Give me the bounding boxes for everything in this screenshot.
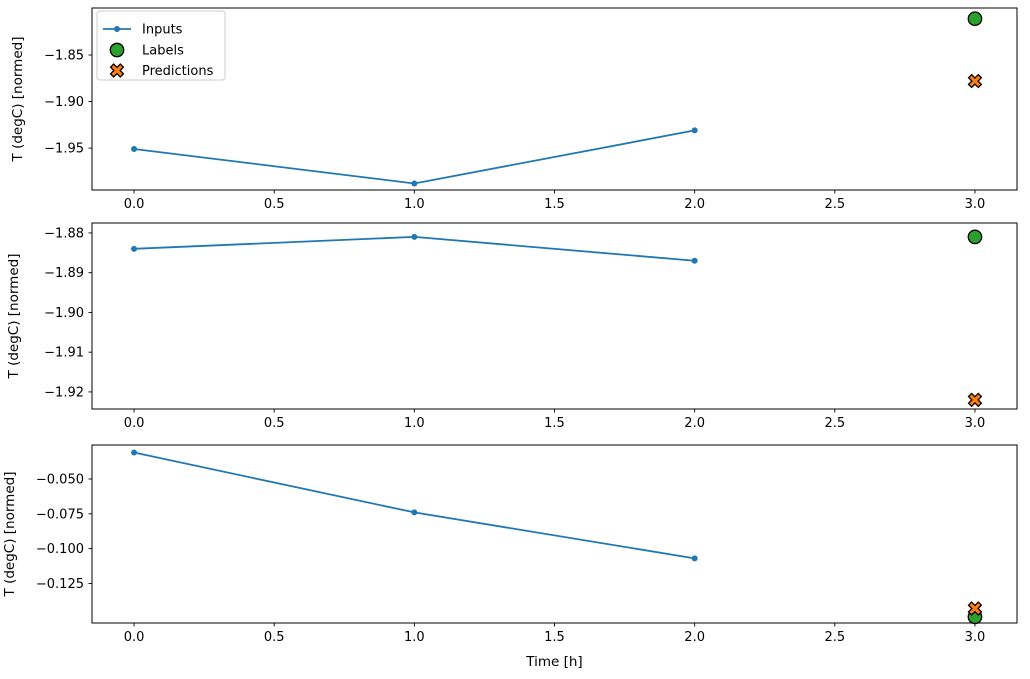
inputs-point [411, 233, 418, 240]
labels-marker [967, 229, 983, 245]
legend-labels-handle [109, 42, 125, 58]
legend-entry-label: Predictions [142, 64, 214, 79]
legend-inputs-dot [114, 26, 120, 32]
legend-entry-label: Inputs [142, 23, 183, 38]
x-tick-label: 0.0 [124, 630, 145, 645]
y-tick-label: −1.95 [44, 142, 84, 157]
x-tick-label: 3.0 [965, 630, 986, 645]
legend-entry-label: Labels [142, 44, 184, 59]
x-tick-label: 0.5 [264, 197, 285, 212]
subplot-3: 0.0 0.5 1.0 1.5 2.0 2.5 3.0 −0.050 −0.075 −0.100 −… [2, 444, 1018, 645]
y-tick-label: −1.92 [44, 385, 84, 400]
axes-frame [91, 444, 1018, 624]
x-tick-label: 2.0 [684, 197, 705, 212]
subplot-1: 0.0 0.5 1.0 1.5 2.0 2.5 3.0 −1.85 −1.90 −1.95 T (d… [10, 7, 1018, 212]
inputs-line [133, 451, 695, 560]
inputs-line [133, 129, 695, 185]
predictions-marker [967, 392, 983, 408]
x-tick-label: 0.0 [124, 197, 145, 212]
x-tick-label: 0.5 [264, 416, 285, 431]
y-axis-label: T (degC) [normed] [6, 254, 22, 380]
x-tick-label: 2.5 [824, 416, 845, 431]
y-axis-label: T (degC) [normed] [10, 37, 26, 163]
labels-marker [967, 11, 983, 27]
y-tick-label: −1.85 [44, 49, 84, 64]
x-tick-label: 1.0 [404, 197, 425, 212]
x-tick-label: 3.0 [965, 197, 986, 212]
x-tick-label: 3.0 [965, 416, 986, 431]
inputs-point [131, 449, 138, 456]
legend-predictions-handle [109, 63, 125, 78]
inputs-point [131, 146, 138, 153]
x-tick-label: 1.0 [404, 630, 425, 645]
y-tick-label: −0.125 [36, 577, 84, 592]
y-tick-label: −1.91 [44, 346, 84, 361]
x-tick-label: 1.5 [544, 630, 565, 645]
x-tick-label: 1.5 [544, 197, 565, 212]
y-tick-label: −1.90 [44, 95, 84, 110]
predictions-marker [967, 73, 983, 89]
legend: Inputs Labels Predictions [96, 10, 226, 81]
axes-frame [91, 7, 1018, 191]
inputs-point [691, 257, 698, 264]
predictions-marker [967, 601, 983, 616]
x-tick-label: 2.5 [824, 197, 845, 212]
inputs-point [131, 245, 138, 252]
inputs-point [691, 555, 698, 562]
subplot-2: 0.0 0.5 1.0 1.5 2.0 2.5 3.0 −1.88 −1.89 −1.90 −1.9… [6, 222, 1018, 431]
axes-frame [91, 222, 1018, 410]
y-tick-label: −0.100 [36, 542, 84, 557]
x-tick-label: 2.0 [684, 630, 705, 645]
x-tick-label: 0.0 [124, 416, 145, 431]
inputs-point [691, 127, 698, 134]
y-tick-label: −0.050 [36, 472, 84, 487]
y-tick-label: −1.90 [44, 306, 84, 321]
x-axis-label: Time [h] [525, 654, 582, 670]
x-tick-label: 1.5 [544, 416, 565, 431]
x-tick-label: 1.0 [404, 416, 425, 431]
inputs-point [411, 180, 418, 187]
x-tick-label: 2.0 [684, 416, 705, 431]
inputs-point [411, 509, 418, 516]
y-axis-label: T (degC) [normed] [2, 472, 18, 598]
x-tick-label: 2.5 [824, 630, 845, 645]
x-tick-label: 0.5 [264, 630, 285, 645]
y-tick-label: −0.075 [36, 507, 84, 522]
inputs-line [134, 236, 695, 262]
y-tick-label: −1.88 [44, 226, 84, 241]
y-tick-label: −1.89 [44, 266, 84, 281]
